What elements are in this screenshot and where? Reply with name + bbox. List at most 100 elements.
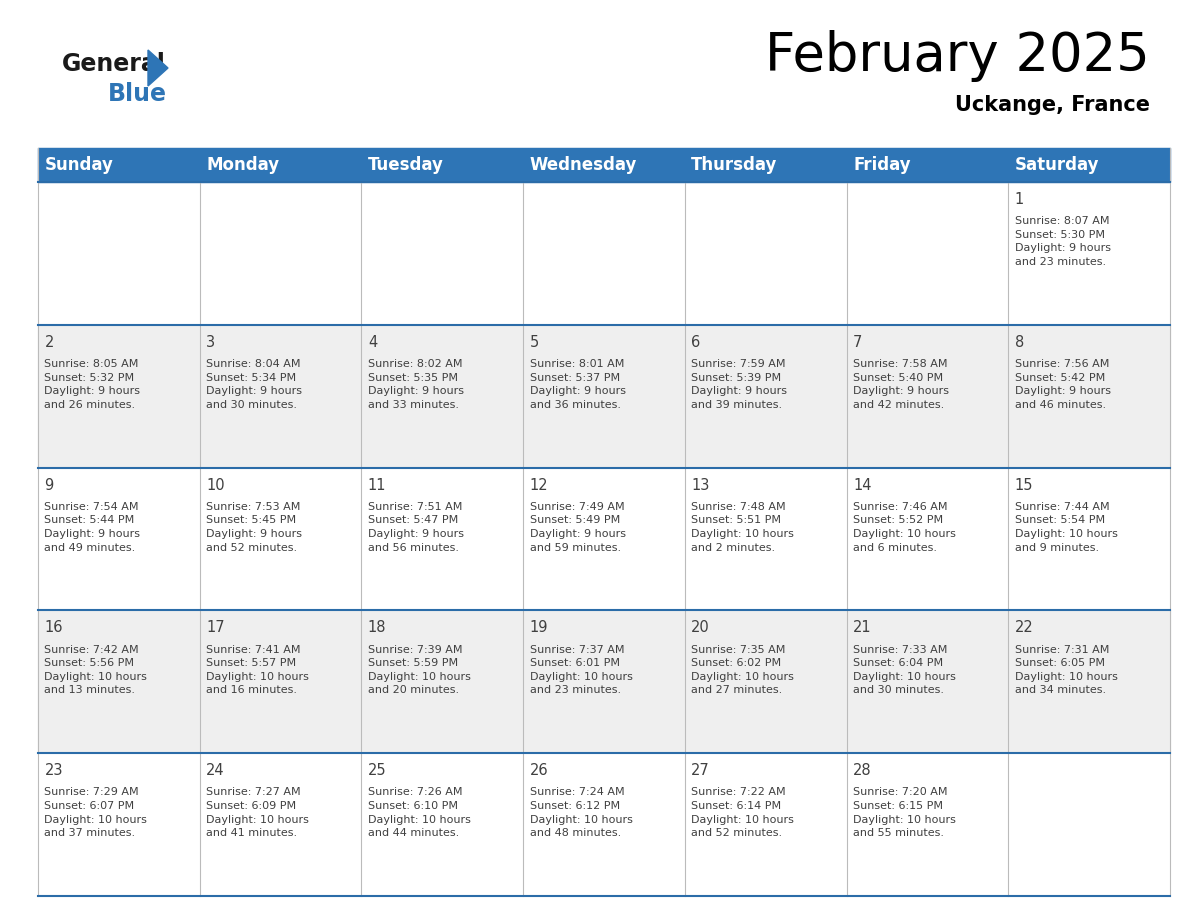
Text: Sunrise: 8:07 AM
Sunset: 5:30 PM
Daylight: 9 hours
and 23 minutes.: Sunrise: 8:07 AM Sunset: 5:30 PM Dayligh… xyxy=(1015,217,1111,267)
Bar xyxy=(1009,753,1170,896)
Text: 15: 15 xyxy=(1015,477,1034,493)
Text: Sunrise: 7:31 AM
Sunset: 6:05 PM
Daylight: 10 hours
and 34 minutes.: Sunrise: 7:31 AM Sunset: 6:05 PM Dayligh… xyxy=(1015,644,1118,696)
Text: Sunrise: 7:56 AM
Sunset: 5:42 PM
Daylight: 9 hours
and 46 minutes.: Sunrise: 7:56 AM Sunset: 5:42 PM Dayligh… xyxy=(1015,359,1111,409)
Text: Wednesday: Wednesday xyxy=(530,156,637,174)
Text: 27: 27 xyxy=(691,763,710,778)
Text: Sunrise: 7:24 AM
Sunset: 6:12 PM
Daylight: 10 hours
and 48 minutes.: Sunrise: 7:24 AM Sunset: 6:12 PM Dayligh… xyxy=(530,788,632,838)
Text: Sunrise: 7:20 AM
Sunset: 6:15 PM
Daylight: 10 hours
and 55 minutes.: Sunrise: 7:20 AM Sunset: 6:15 PM Dayligh… xyxy=(853,788,956,838)
Text: Sunrise: 7:44 AM
Sunset: 5:54 PM
Daylight: 10 hours
and 9 minutes.: Sunrise: 7:44 AM Sunset: 5:54 PM Dayligh… xyxy=(1015,502,1118,553)
Bar xyxy=(38,753,200,896)
Text: Sunrise: 7:33 AM
Sunset: 6:04 PM
Daylight: 10 hours
and 30 minutes.: Sunrise: 7:33 AM Sunset: 6:04 PM Dayligh… xyxy=(853,644,956,696)
Text: 9: 9 xyxy=(44,477,53,493)
Bar xyxy=(847,610,1009,753)
Text: 16: 16 xyxy=(44,621,63,635)
Text: Sunrise: 7:53 AM
Sunset: 5:45 PM
Daylight: 9 hours
and 52 minutes.: Sunrise: 7:53 AM Sunset: 5:45 PM Dayligh… xyxy=(207,502,302,553)
Bar xyxy=(684,610,847,753)
Bar xyxy=(684,753,847,896)
Text: 28: 28 xyxy=(853,763,872,778)
Polygon shape xyxy=(148,50,168,86)
Text: 7: 7 xyxy=(853,335,862,350)
Bar xyxy=(847,182,1009,325)
Bar xyxy=(1009,610,1170,753)
Text: 3: 3 xyxy=(207,335,215,350)
Bar xyxy=(200,753,361,896)
Bar xyxy=(200,610,361,753)
Bar xyxy=(200,467,361,610)
Bar xyxy=(38,610,200,753)
Bar xyxy=(361,182,523,325)
Text: 8: 8 xyxy=(1015,335,1024,350)
Text: Sunrise: 7:42 AM
Sunset: 5:56 PM
Daylight: 10 hours
and 13 minutes.: Sunrise: 7:42 AM Sunset: 5:56 PM Dayligh… xyxy=(44,644,147,696)
Text: 23: 23 xyxy=(44,763,63,778)
Bar xyxy=(38,182,200,325)
Bar xyxy=(684,467,847,610)
Text: Sunrise: 7:37 AM
Sunset: 6:01 PM
Daylight: 10 hours
and 23 minutes.: Sunrise: 7:37 AM Sunset: 6:01 PM Dayligh… xyxy=(530,644,632,696)
Text: Sunrise: 7:48 AM
Sunset: 5:51 PM
Daylight: 10 hours
and 2 minutes.: Sunrise: 7:48 AM Sunset: 5:51 PM Dayligh… xyxy=(691,502,795,553)
Text: Sunrise: 7:59 AM
Sunset: 5:39 PM
Daylight: 9 hours
and 39 minutes.: Sunrise: 7:59 AM Sunset: 5:39 PM Dayligh… xyxy=(691,359,788,409)
Text: 11: 11 xyxy=(368,477,386,493)
Text: 26: 26 xyxy=(530,763,548,778)
Bar xyxy=(847,753,1009,896)
Bar xyxy=(1009,182,1170,325)
Bar xyxy=(200,325,361,467)
Text: Saturday: Saturday xyxy=(1015,156,1099,174)
Text: 19: 19 xyxy=(530,621,548,635)
Text: Blue: Blue xyxy=(108,82,168,106)
Bar xyxy=(1009,325,1170,467)
Text: 17: 17 xyxy=(207,621,225,635)
Bar xyxy=(523,325,684,467)
Text: 5: 5 xyxy=(530,335,539,350)
Bar xyxy=(361,610,523,753)
Bar xyxy=(523,753,684,896)
Text: Sunrise: 8:02 AM
Sunset: 5:35 PM
Daylight: 9 hours
and 33 minutes.: Sunrise: 8:02 AM Sunset: 5:35 PM Dayligh… xyxy=(368,359,463,409)
Text: Sunrise: 8:01 AM
Sunset: 5:37 PM
Daylight: 9 hours
and 36 minutes.: Sunrise: 8:01 AM Sunset: 5:37 PM Dayligh… xyxy=(530,359,626,409)
Bar xyxy=(38,467,200,610)
Bar xyxy=(200,182,361,325)
Text: Sunrise: 7:26 AM
Sunset: 6:10 PM
Daylight: 10 hours
and 44 minutes.: Sunrise: 7:26 AM Sunset: 6:10 PM Dayligh… xyxy=(368,788,470,838)
Text: 4: 4 xyxy=(368,335,377,350)
Text: Sunrise: 7:39 AM
Sunset: 5:59 PM
Daylight: 10 hours
and 20 minutes.: Sunrise: 7:39 AM Sunset: 5:59 PM Dayligh… xyxy=(368,644,470,696)
Text: 6: 6 xyxy=(691,335,701,350)
Text: 24: 24 xyxy=(207,763,225,778)
Text: Sunrise: 7:54 AM
Sunset: 5:44 PM
Daylight: 9 hours
and 49 minutes.: Sunrise: 7:54 AM Sunset: 5:44 PM Dayligh… xyxy=(44,502,140,553)
Text: 1: 1 xyxy=(1015,192,1024,207)
Text: Uckange, France: Uckange, France xyxy=(955,95,1150,115)
Bar xyxy=(684,325,847,467)
Text: Sunrise: 7:51 AM
Sunset: 5:47 PM
Daylight: 9 hours
and 56 minutes.: Sunrise: 7:51 AM Sunset: 5:47 PM Dayligh… xyxy=(368,502,463,553)
Text: 2: 2 xyxy=(44,335,53,350)
Text: 18: 18 xyxy=(368,621,386,635)
Text: Sunrise: 7:35 AM
Sunset: 6:02 PM
Daylight: 10 hours
and 27 minutes.: Sunrise: 7:35 AM Sunset: 6:02 PM Dayligh… xyxy=(691,644,795,696)
Text: Sunrise: 7:58 AM
Sunset: 5:40 PM
Daylight: 9 hours
and 42 minutes.: Sunrise: 7:58 AM Sunset: 5:40 PM Dayligh… xyxy=(853,359,949,409)
Text: 20: 20 xyxy=(691,621,710,635)
Text: Sunrise: 7:22 AM
Sunset: 6:14 PM
Daylight: 10 hours
and 52 minutes.: Sunrise: 7:22 AM Sunset: 6:14 PM Dayligh… xyxy=(691,788,795,838)
Text: Sunrise: 7:49 AM
Sunset: 5:49 PM
Daylight: 9 hours
and 59 minutes.: Sunrise: 7:49 AM Sunset: 5:49 PM Dayligh… xyxy=(530,502,626,553)
Bar xyxy=(1009,467,1170,610)
Text: Monday: Monday xyxy=(207,156,279,174)
Text: Friday: Friday xyxy=(853,156,911,174)
Text: Sunrise: 7:27 AM
Sunset: 6:09 PM
Daylight: 10 hours
and 41 minutes.: Sunrise: 7:27 AM Sunset: 6:09 PM Dayligh… xyxy=(207,788,309,838)
Text: Sunrise: 7:41 AM
Sunset: 5:57 PM
Daylight: 10 hours
and 16 minutes.: Sunrise: 7:41 AM Sunset: 5:57 PM Dayligh… xyxy=(207,644,309,696)
Bar xyxy=(847,467,1009,610)
Text: 12: 12 xyxy=(530,477,548,493)
Bar xyxy=(523,610,684,753)
Bar xyxy=(38,325,200,467)
Bar xyxy=(361,753,523,896)
Text: Sunrise: 8:05 AM
Sunset: 5:32 PM
Daylight: 9 hours
and 26 minutes.: Sunrise: 8:05 AM Sunset: 5:32 PM Dayligh… xyxy=(44,359,140,409)
Text: February 2025: February 2025 xyxy=(765,30,1150,82)
Text: Tuesday: Tuesday xyxy=(368,156,444,174)
Bar xyxy=(361,467,523,610)
Bar xyxy=(847,325,1009,467)
Text: General: General xyxy=(62,52,166,76)
Bar xyxy=(523,182,684,325)
Text: 13: 13 xyxy=(691,477,709,493)
Bar xyxy=(361,325,523,467)
Text: Thursday: Thursday xyxy=(691,156,778,174)
Text: 22: 22 xyxy=(1015,621,1034,635)
Text: 10: 10 xyxy=(207,477,225,493)
Bar xyxy=(684,182,847,325)
Text: Sunrise: 7:46 AM
Sunset: 5:52 PM
Daylight: 10 hours
and 6 minutes.: Sunrise: 7:46 AM Sunset: 5:52 PM Dayligh… xyxy=(853,502,956,553)
Text: Sunrise: 7:29 AM
Sunset: 6:07 PM
Daylight: 10 hours
and 37 minutes.: Sunrise: 7:29 AM Sunset: 6:07 PM Dayligh… xyxy=(44,788,147,838)
Bar xyxy=(38,148,1170,182)
Bar xyxy=(523,467,684,610)
Text: 25: 25 xyxy=(368,763,386,778)
